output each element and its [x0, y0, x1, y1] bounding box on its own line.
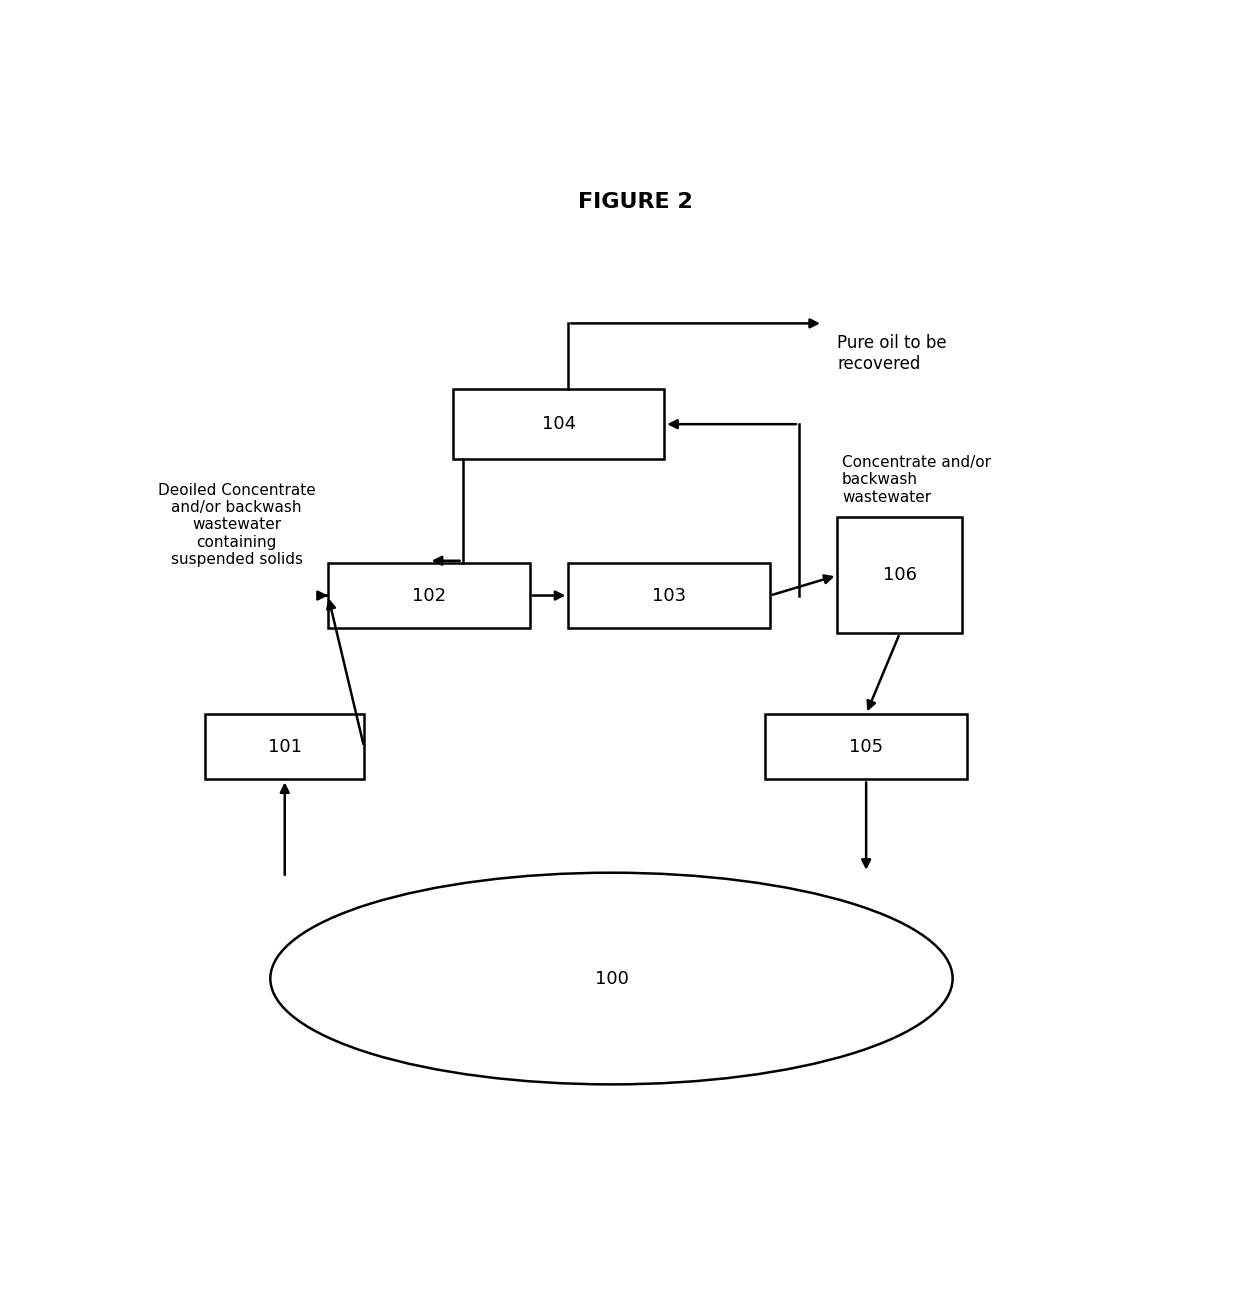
Text: FIGURE 2: FIGURE 2 — [578, 192, 693, 212]
Text: 104: 104 — [542, 415, 575, 433]
Text: 106: 106 — [883, 567, 916, 584]
Ellipse shape — [270, 873, 952, 1084]
Text: 102: 102 — [412, 586, 446, 605]
FancyBboxPatch shape — [568, 563, 770, 628]
Text: Pure oil to be
recovered: Pure oil to be recovered — [837, 334, 947, 373]
Text: Deoiled Concentrate
and/or backwash
wastewater
containing
suspended solids: Deoiled Concentrate and/or backwash wast… — [157, 483, 315, 567]
Text: 103: 103 — [652, 586, 686, 605]
Text: 101: 101 — [268, 738, 301, 755]
FancyBboxPatch shape — [206, 713, 365, 779]
Text: 100: 100 — [594, 970, 629, 987]
FancyBboxPatch shape — [765, 713, 967, 779]
FancyBboxPatch shape — [327, 563, 529, 628]
FancyBboxPatch shape — [837, 517, 962, 634]
FancyBboxPatch shape — [453, 389, 665, 459]
Text: 105: 105 — [849, 738, 883, 755]
Text: Concentrate and/or
backwash
wastewater: Concentrate and/or backwash wastewater — [842, 454, 991, 504]
